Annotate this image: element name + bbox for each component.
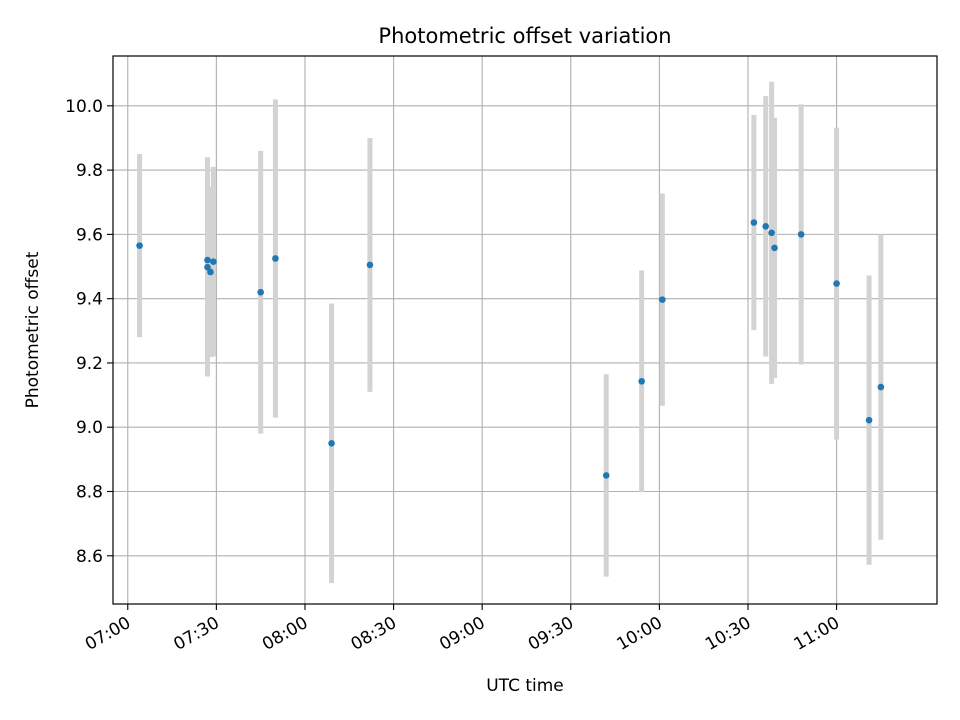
data-point (833, 280, 840, 287)
data-point (328, 439, 335, 447)
data-point (136, 242, 143, 249)
x-axis-label: UTC time (486, 676, 564, 696)
y-tick-label: 9.2 (76, 354, 103, 374)
data-point (204, 256, 211, 264)
data-point (768, 229, 775, 237)
data-point (207, 268, 214, 276)
data-point (762, 223, 770, 230)
y-tick-label: 9.6 (76, 225, 103, 245)
data-points (136, 219, 885, 479)
data-point (877, 383, 885, 391)
data-point (771, 244, 778, 252)
y-tick-label: 9.0 (76, 418, 103, 438)
y-tick-label: 8.6 (76, 547, 103, 567)
y-tick-label: 9.4 (76, 290, 103, 310)
data-point (865, 416, 873, 424)
y-axis: 8.6 8.8 9.0 9.2 9.4 9.6 9.8 10.0 (65, 97, 113, 567)
data-point (797, 231, 805, 238)
y-tick-label: 9.8 (76, 161, 103, 181)
y-tick-label: 10.0 (65, 97, 103, 117)
data-point (638, 377, 645, 385)
data-point (257, 288, 264, 296)
plot-background (113, 56, 937, 604)
chart-title: Photometric offset variation (378, 24, 671, 48)
plot-frame (112, 55, 938, 605)
data-point (204, 263, 211, 271)
data-point (602, 472, 610, 479)
data-point (210, 258, 217, 266)
data-point (272, 255, 279, 262)
y-axis-label: Photometric offset (23, 251, 43, 408)
data-point (750, 219, 758, 226)
y-tick-label: 8.8 (76, 483, 103, 503)
data-point (366, 261, 374, 269)
data-point (659, 296, 666, 303)
